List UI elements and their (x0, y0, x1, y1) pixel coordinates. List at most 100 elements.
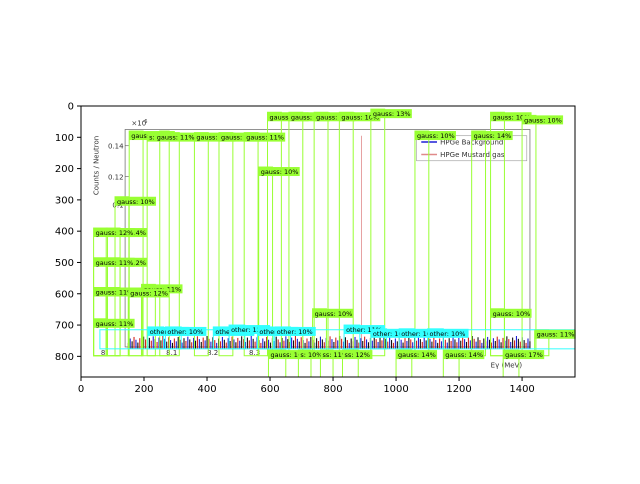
other-box-label: other: 10% (167, 328, 203, 336)
y-tick-label: 500 (55, 258, 74, 269)
gauss-box-label: gauss: 11% (537, 331, 575, 339)
gauss-box-label: gauss: 12% (130, 289, 168, 297)
axes-frame (80, 105, 576, 378)
gauss-box-label-bg (258, 167, 300, 177)
inner-ylabel: Counts / Neutron (92, 136, 100, 195)
gauss-box-label: gauss: 11% (246, 134, 284, 142)
gauss-box-label: gauss: 10% (261, 168, 299, 176)
other-box-label: other: 12% (231, 326, 267, 334)
gauss-box-label-bg (93, 287, 135, 297)
gauss-box-label: gauss: 10% (315, 310, 353, 318)
gauss-box-label: gauss: 10% (417, 132, 455, 140)
x-tick-label: 1400 (509, 384, 534, 395)
gauss-box-label: gauss: 14% (445, 351, 483, 359)
gauss-box-label-bg (534, 329, 576, 339)
gauss-box-label: gauss: 10% (493, 310, 531, 318)
gauss-box-label: gauss: 11% (196, 134, 234, 142)
gauss-box-label-bg (268, 350, 310, 360)
gauss-box-label-bg (194, 132, 236, 142)
x-tick-label: 200 (134, 384, 153, 395)
gauss-box-label-bg (298, 350, 325, 360)
gauss-box-label-bg (471, 131, 513, 141)
x-tick-label: 400 (197, 384, 216, 395)
inner-xlabel: Eγ (MeV) (491, 361, 523, 369)
gauss-box-label: ss: 11% (322, 351, 347, 359)
gauss-box-label: gauss: 10% (493, 113, 531, 121)
y-tick-label: 800 (55, 352, 74, 363)
gauss-box-label: gauss: 10% (117, 198, 155, 206)
gauss-box-label: gauss: 14% (398, 351, 436, 359)
y-tick-label: 0 (68, 102, 74, 113)
other-box-label-bg (399, 328, 441, 338)
gauss-box-label-bg (267, 112, 309, 122)
y-tick-label: 400 (55, 227, 74, 238)
gauss-box-label: gauss: 11% (221, 134, 259, 142)
gauss-box-label-bg (396, 350, 438, 360)
inner-x-tick-label: 8.2 (207, 349, 218, 357)
other-box-label: other: 11% (346, 326, 382, 334)
gauss-box-label: gauss: 13% (373, 110, 411, 118)
x-tick-label: 1000 (383, 384, 408, 395)
other-box-label-bg (274, 326, 316, 336)
x-tick-label: 600 (260, 384, 279, 395)
inner-x-tick-label: 8.3 (249, 349, 260, 357)
gauss-box-label: gauss: 10% (316, 113, 354, 121)
annotation-labels: gauss: 11%14%s: gauss: 11%gauss: 11%gaus… (93, 109, 576, 360)
gauss-box-label-bg (342, 350, 373, 360)
y-tick-label: 700 (55, 321, 74, 332)
inner-scale-exponent: -6 (142, 119, 147, 125)
gauss-box-label: gauss: 10% (341, 113, 379, 121)
gauss-box-label-bg (93, 257, 135, 267)
inner-y-tick-label: 0.12 (108, 173, 124, 181)
y-tick-label: 100 (55, 133, 74, 144)
inner-legend-label: HPGe Mustard gas (440, 151, 505, 159)
gauss-box-label-bg (218, 132, 260, 142)
other-box-label: other: 10% (373, 330, 409, 338)
gauss-box-label: gauss: 11% (96, 289, 134, 297)
gauss-box-label-bg (339, 112, 381, 122)
gauss-box-label: s: 10% (300, 351, 322, 359)
gauss-box-label-bg (147, 132, 200, 142)
y-tick-label: 300 (55, 195, 74, 206)
gauss-box-label: gauss: 11% (96, 320, 134, 328)
other-box-label: other: 10% (430, 330, 466, 338)
gauss-box-label-bg (244, 132, 286, 142)
gauss-box-label-bg (288, 112, 330, 122)
inner-x-tick-label: 8.1 (166, 349, 177, 357)
gauss-box-label: gauss: 10% (291, 113, 329, 121)
gauss-box-label: gauss: 10% (524, 116, 562, 124)
other-box-label-bg (229, 325, 271, 335)
inner-x-tick-label: 8 (101, 349, 105, 357)
gauss-box-label-bg (414, 131, 456, 141)
gauss-box-label-bg (503, 350, 545, 360)
other-box-label-bg (370, 328, 412, 338)
gauss-box-label-bg (443, 350, 485, 360)
gauss-box-label-bg (522, 115, 564, 125)
x-tick-label: 0 (78, 384, 84, 395)
outer-axes: 0 200 400 600 800 1000 1200 1400 0 100 200 300 400 50… (55, 102, 576, 395)
x-tick-label: 1200 (446, 384, 471, 395)
gauss-box-label: gauss: 10% (270, 113, 308, 121)
gauss-box-label-bg (490, 112, 532, 122)
other-box-label-bg (344, 325, 386, 335)
gauss-box-label: gauss: 17% (505, 351, 543, 359)
y-tick-label: 600 (55, 289, 74, 300)
other-box-label-bg (427, 328, 469, 338)
x-tick-label: 800 (323, 384, 342, 395)
other-box-label: other: 10% (277, 328, 313, 336)
gauss-box-label: gauss: 11% (96, 259, 134, 267)
gauss-box-label-bg (370, 109, 412, 119)
gauss-box-label-bg (93, 318, 135, 328)
gauss-box-label-bg (128, 288, 170, 298)
gauss-box-label: gauss: 12% (96, 229, 134, 237)
gauss-box-label: gauss: 10% (270, 351, 308, 359)
gauss-box-label-bg (115, 196, 157, 206)
gauss-box-label-bg (314, 112, 356, 122)
gauss-box-label: ss: 12% (344, 351, 369, 359)
inner-scale-label: ×10 (131, 119, 146, 127)
gauss-box-label-bg (320, 350, 351, 360)
gauss-box-label: s: gauss: 11% (149, 134, 194, 142)
y-tick-label: 200 (55, 164, 74, 175)
